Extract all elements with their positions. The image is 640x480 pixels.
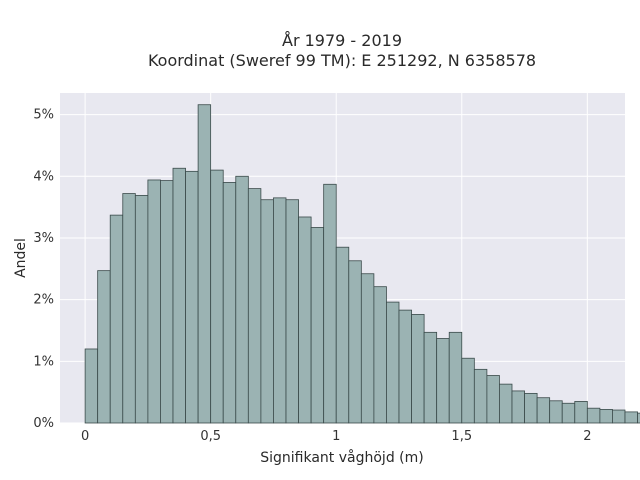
histogram-bar — [511, 390, 525, 424]
histogram-bar — [122, 193, 136, 424]
histogram-bar — [298, 216, 312, 424]
histogram-bar — [247, 188, 262, 424]
histogram-bar — [423, 331, 438, 424]
histogram-bar — [411, 314, 425, 424]
chart-title-line-1: År 1979 - 2019 — [282, 31, 402, 50]
histogram-bar — [335, 246, 350, 424]
histogram-bar — [323, 183, 337, 424]
histogram-bar — [84, 348, 99, 424]
histogram-bar — [398, 309, 412, 424]
histogram-bar — [586, 407, 601, 424]
histogram-bar — [448, 331, 463, 424]
histogram-bar — [373, 286, 387, 424]
histogram-bar — [549, 400, 563, 424]
histogram-bar — [624, 411, 638, 424]
histogram-bar — [134, 194, 149, 424]
y-tick-label: 1% — [33, 354, 54, 369]
histogram-bar — [348, 260, 362, 424]
histogram-bar — [97, 270, 111, 424]
histogram-bar — [160, 180, 174, 424]
histogram-bar — [185, 170, 199, 424]
chart-title-line-2: Koordinat (Sweref 99 TM): E 251292, N 63… — [148, 51, 536, 70]
histogram-bar — [235, 175, 249, 424]
x-tick-label: 2 — [583, 429, 591, 444]
x-tick-label: 1 — [332, 429, 340, 444]
y-tick-label: 5% — [33, 108, 54, 123]
x-tick-label: 0 — [81, 429, 89, 444]
histogram-bar — [222, 182, 237, 424]
histogram-bar — [599, 409, 613, 424]
y-axis-label: Andel — [13, 238, 29, 278]
histogram-bar — [473, 368, 488, 424]
histogram-bar — [561, 402, 576, 424]
histogram-bar — [499, 383, 513, 424]
histogram-bar — [285, 199, 299, 424]
histogram-bar — [260, 199, 274, 424]
y-tick-label: 0% — [33, 416, 54, 431]
x-axis-label: Signifikant våghöjd (m) — [260, 449, 423, 466]
histogram-bar — [524, 392, 538, 424]
histogram-bar — [486, 375, 500, 424]
y-tick-label: 3% — [33, 231, 54, 246]
histogram-bar — [197, 104, 212, 424]
histogram-bar — [172, 167, 186, 424]
histogram-bar — [109, 214, 124, 424]
histogram-bar — [461, 357, 475, 424]
histogram-bar — [436, 338, 450, 424]
histogram-bars — [84, 104, 640, 424]
y-tick-label: 4% — [33, 169, 54, 184]
histogram-bar — [637, 412, 640, 424]
histogram-bar — [360, 273, 375, 424]
histogram-bar — [273, 197, 287, 424]
histogram-bar — [386, 301, 400, 424]
histogram-bar — [310, 227, 325, 424]
tick-labels: 0% 1% 2% 3% 4% 5% 0 0,5 1 1,5 2 — [33, 108, 591, 444]
histogram-bar — [147, 179, 161, 424]
histogram-bar — [536, 397, 551, 424]
histogram-bar — [574, 401, 588, 424]
x-tick-label: 0,5 — [200, 429, 221, 444]
x-tick-label: 1,5 — [451, 429, 472, 444]
y-tick-label: 2% — [33, 293, 54, 308]
histogram-bar — [612, 409, 626, 424]
histogram-bar — [210, 169, 224, 424]
